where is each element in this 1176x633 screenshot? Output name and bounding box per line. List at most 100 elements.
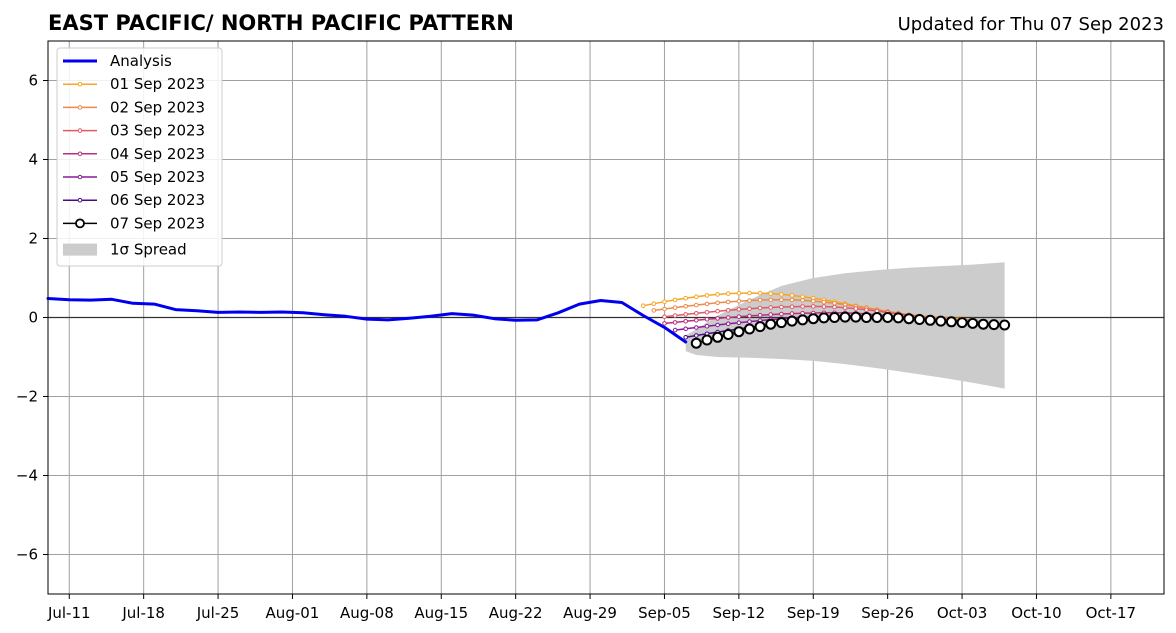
forecast-point [736, 307, 742, 312]
forecast-point [715, 300, 720, 306]
legend-marker [77, 151, 83, 157]
latest-forecast-point [892, 312, 904, 324]
forecast-point [651, 301, 657, 307]
latest-forecast-point [722, 329, 734, 340]
legend-label: 1σ Spread [110, 241, 187, 259]
forecast-point [662, 299, 667, 305]
latest-forecast-point [945, 316, 957, 328]
x-axis: Jul-11 Jul-18 Jul-25 Aug-01 Aug-08 Aug-15 Aug-… [47, 594, 1136, 622]
forecast-point [736, 298, 742, 304]
forecast-point [672, 313, 678, 318]
x-tick-label: Aug-08 [340, 604, 394, 622]
latest-forecast-point [967, 317, 979, 329]
forecast-point [704, 310, 710, 315]
forecast-point [779, 304, 784, 310]
legend-marker [77, 197, 83, 203]
legend: Analysis 01 Sep 2023 02 Sep 2023 03 Sep 202… [56, 47, 223, 267]
forecast-point [768, 297, 774, 303]
legend-item: 04 Sep 2023 [63, 145, 205, 163]
latest-forecast-point [988, 319, 1000, 331]
forecast-point [779, 311, 784, 317]
legend-label: 02 Sep 2023 [110, 98, 205, 116]
forecast-point [704, 323, 710, 329]
latest-forecast-point [882, 312, 894, 323]
legend-label: 04 Sep 2023 [110, 145, 205, 163]
legend-marker [77, 81, 83, 87]
y-tick-label: −2 [16, 388, 38, 406]
y-tick-label: 4 [28, 151, 38, 169]
x-tick-label: Jul-25 [196, 604, 240, 622]
legend-item: 01 Sep 2023 [63, 75, 205, 93]
legend-swatch [63, 243, 97, 256]
latest-forecast-point [701, 334, 713, 346]
forecast-point [800, 294, 805, 300]
forecast-point [832, 304, 837, 310]
forecast-point [683, 319, 689, 324]
latest-forecast-point [733, 326, 745, 338]
forecast-point [662, 321, 667, 326]
legend-label: 06 Sep 2023 [110, 191, 205, 209]
forecast-point [789, 311, 795, 316]
latest-forecast-point [775, 317, 787, 329]
y-tick-label: 6 [28, 72, 38, 90]
x-tick-label: Jul-11 [47, 604, 91, 622]
x-tick-label: Sep-19 [787, 604, 840, 622]
latest-forecast-point [914, 314, 925, 325]
legend-label: 07 Sep 2023 [110, 214, 205, 232]
latest-forecast-point [744, 323, 755, 335]
x-tick-label: Oct-10 [1011, 604, 1061, 622]
forecast-point [694, 333, 699, 338]
forecast-point [715, 322, 720, 328]
latest-forecast-point [956, 317, 968, 329]
forecast-point [747, 306, 752, 312]
y-tick-label: 0 [28, 309, 38, 327]
x-tick-label: Aug-15 [414, 604, 468, 622]
x-tick-label: Aug-01 [266, 604, 320, 622]
forecast-point [704, 301, 710, 307]
forecast-point [757, 290, 763, 296]
forecast-point [747, 298, 752, 303]
forecast-point [736, 314, 742, 320]
forecast-point [725, 308, 731, 313]
legend-item: 02 Sep 2023 [63, 98, 205, 116]
forecast-point [672, 297, 678, 303]
forecast-point [736, 290, 742, 296]
forecast-point [747, 319, 752, 324]
forecast-point [672, 320, 678, 325]
chart-subtitle: Updated for Thu 07 Sep 2023 [898, 14, 1164, 35]
latest-forecast-point [903, 313, 915, 325]
forecast-point [694, 325, 699, 330]
forecast-point [757, 297, 763, 303]
y-tick-label: 2 [28, 230, 38, 248]
forecast-point [768, 312, 774, 317]
forecast-point [789, 293, 795, 298]
latest-forecast-point [829, 312, 840, 323]
forecast-point [768, 291, 774, 296]
latest-forecast-point [935, 315, 947, 327]
forecast-point [683, 304, 689, 309]
x-tick-label: Sep-05 [638, 604, 691, 622]
latest-forecast-point [807, 313, 819, 325]
forecast-point [789, 297, 795, 303]
forecast-point [832, 301, 837, 306]
forecast-point [811, 298, 816, 304]
forecast-point [640, 303, 646, 309]
latest-layer [690, 311, 1011, 349]
legend-marker [77, 128, 83, 133]
forecast-point [704, 317, 710, 322]
x-tick-label: Sep-26 [861, 604, 914, 622]
latest-forecast-point [797, 314, 809, 326]
forecast-point [725, 315, 731, 320]
x-tick-label: Aug-29 [563, 604, 617, 622]
forecast-point [821, 299, 827, 305]
legend-marker [77, 174, 83, 180]
x-tick-label: Sep-12 [712, 604, 765, 622]
forecast-point [694, 318, 699, 323]
forecast-point [662, 314, 667, 320]
forecast-point [694, 311, 699, 316]
forecast-point [736, 320, 742, 326]
legend-label: 05 Sep 2023 [110, 168, 205, 186]
forecast-point [683, 335, 689, 340]
forecast-point [725, 299, 731, 305]
